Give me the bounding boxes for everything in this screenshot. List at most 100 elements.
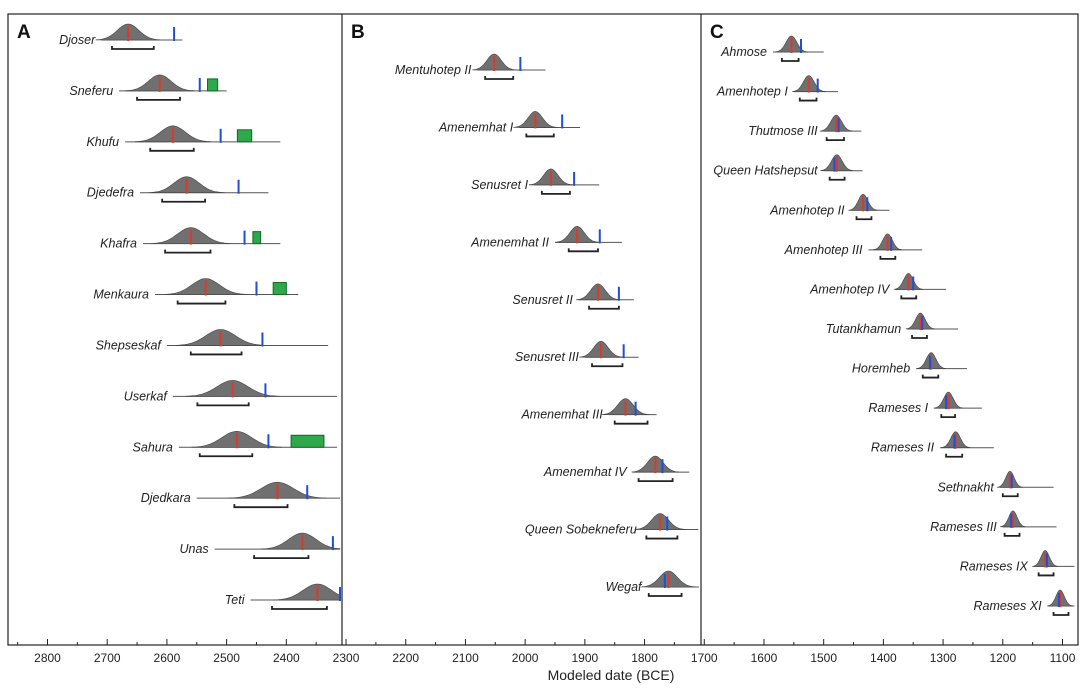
plot-frame [7, 13, 1079, 646]
historical-range-box [252, 231, 262, 245]
ruler-amenhotep-iii: Amenhotep III [784, 233, 923, 260]
x-tick-label: 1100 [1050, 651, 1076, 665]
historical-range-box [236, 129, 253, 143]
ruler-label: Rameses III [930, 520, 997, 534]
ruler-label: Sethnakht [938, 480, 995, 494]
distribution-curve [274, 583, 341, 601]
x-tick-label: 1800 [631, 651, 658, 665]
x-tick-label: 1300 [930, 651, 957, 665]
ruler-thutmose-iii: Thutmose III [748, 114, 862, 142]
ruler-rameses-iii: Rameses III [930, 510, 1057, 537]
panel-label-a: A [17, 22, 31, 43]
x-tick-label: 2000 [512, 651, 539, 665]
ruler-label: Amenemhat III [520, 408, 603, 422]
ruler-djoser: Djoser [59, 23, 183, 50]
ruler-label: Queen Sobekneferu [525, 523, 637, 537]
interval-bracket [900, 295, 918, 300]
ruler-label: Khufu [86, 135, 119, 149]
interval-bracket [1052, 612, 1070, 616]
interval-bracket [1001, 493, 1019, 498]
ruler-amenemhat-iii: Amenemhat III [520, 398, 657, 425]
ruler-label: Amenhotep I [716, 85, 788, 99]
interval-bracket [921, 374, 940, 379]
interval-bracket [253, 555, 310, 559]
ruler-userkaf: Userkaf [124, 380, 338, 407]
interval-bracket [164, 249, 212, 254]
interval-bracket [111, 46, 155, 50]
ruler-label: Teti [225, 593, 246, 607]
ruler-sneferu: Sneferu [69, 74, 227, 101]
ruler-label: Rameses II [871, 441, 935, 455]
panel-label-c: C [710, 22, 724, 43]
ruler-wegaf: Wegaf [606, 570, 699, 597]
marks-layer: Djoser Sneferu Khufu Djedefra Khafra Menkaura… [59, 23, 1075, 616]
ruler-rameses-xi: Rameses XI [973, 589, 1075, 616]
x-tick-label: 1900 [572, 651, 599, 665]
ruler-djedefra: Djedefra [87, 176, 269, 203]
ruler-label: Senusret I [471, 178, 529, 192]
interval-bracket [945, 453, 964, 458]
ruler-label: Rameses I [868, 401, 928, 415]
ruler-shepseskaf: Shepseskaf [96, 329, 329, 356]
x-tick-label: 1500 [810, 651, 837, 665]
ruler-teti: Teti [225, 583, 341, 610]
ruler-label: Amenemhat I [438, 120, 514, 134]
ruler-amenhotep-ii: Amenhotep II [769, 193, 890, 221]
interval-bracket [911, 335, 928, 339]
ruler-label: Djedkara [141, 491, 191, 505]
x-tick-label: 1200 [989, 651, 1016, 665]
ruler-ahmose: Ahmose [720, 35, 824, 62]
ruler-label: Wegaf [606, 580, 643, 594]
interval-bracket [198, 453, 254, 458]
interval-bracket [233, 504, 289, 509]
interval-bracket [484, 76, 515, 80]
interval-bracket [161, 198, 207, 203]
historical-range-box [272, 282, 287, 296]
ruler-djedkara: Djedkara [141, 481, 340, 509]
interval-bracket [271, 606, 328, 610]
axis-layer: Modeled date (BCE) 2800 2700 2600 2500 2400 2… [17, 639, 1076, 683]
ruler-label: Sneferu [69, 84, 113, 98]
interval-bracket [176, 300, 227, 305]
ruler-label: Amenemhat IV [543, 465, 628, 479]
ruler-label: Amenhotep IV [809, 282, 891, 296]
interval-bracket [591, 363, 624, 368]
ruler-sahura: Sahura [133, 430, 338, 458]
interval-bracket [647, 593, 683, 597]
distribution-curve [260, 532, 341, 550]
ruler-senusret-iii: Senusret III [515, 340, 639, 368]
ruler-amenemhat-iv: Amenemhat IV [543, 455, 690, 483]
x-tick-label: 2500 [213, 651, 240, 665]
panel-layer: A B C [7, 13, 1079, 646]
ruler-senusret-ii: Senusret II [512, 283, 634, 310]
interval-bracket [1037, 572, 1055, 577]
ruler-label: Mentuhotep II [395, 63, 472, 77]
ruler-label: Unas [179, 542, 208, 556]
ruler-rameses-ii: Rameses II [871, 431, 994, 458]
interval-bracket [780, 58, 800, 62]
ruler-label: Thutmose III [748, 124, 818, 138]
ruler-label: Rameses IX [960, 559, 1029, 573]
x-tick-label: 2700 [94, 651, 121, 665]
ruler-label: Rameses XI [973, 599, 1042, 613]
ruler-label: Amenhotep II [769, 203, 845, 217]
x-axis-label: Modeled date (BCE) [548, 667, 675, 683]
interval-bracket [940, 414, 956, 419]
ruler-label: Khafra [100, 237, 137, 251]
ruler-amenhotep-i: Amenhotep I [716, 75, 839, 102]
interval-bracket [196, 402, 250, 407]
interval-bracket [825, 137, 845, 142]
ruler-rameses-ix: Rameses IX [960, 550, 1075, 577]
interval-bracket [149, 147, 195, 152]
interval-bracket [855, 216, 873, 221]
ruler-label: Userkaf [124, 389, 169, 403]
interval-bracket [637, 478, 674, 483]
interval-bracket [525, 133, 555, 138]
x-tick-label: 1400 [870, 651, 897, 665]
interval-bracket [879, 255, 897, 260]
interval-bracket [567, 248, 599, 253]
ruler-label: Shepseskaf [96, 338, 163, 352]
interval-bracket [189, 351, 243, 356]
